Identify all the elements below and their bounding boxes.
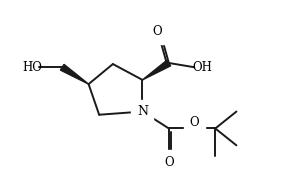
Text: O: O	[164, 156, 174, 169]
Text: N: N	[137, 105, 148, 118]
Text: OH: OH	[192, 61, 212, 74]
Polygon shape	[142, 60, 171, 80]
Text: O: O	[153, 25, 162, 38]
Text: HO: HO	[22, 61, 42, 74]
Text: O: O	[189, 116, 199, 129]
Polygon shape	[60, 64, 89, 84]
